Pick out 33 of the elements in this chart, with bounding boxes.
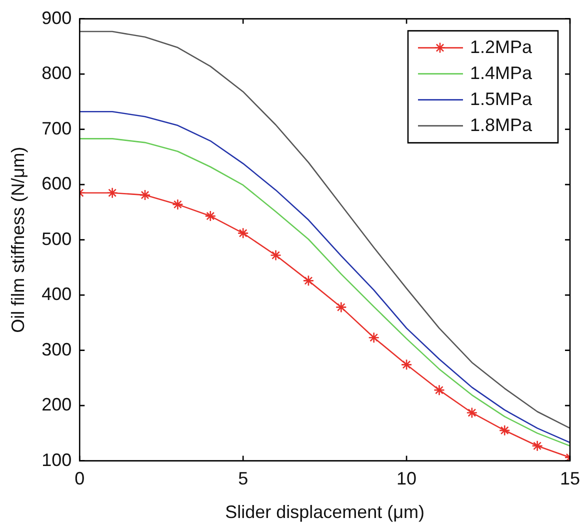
y-tick-label: 300 (42, 339, 72, 360)
legend-label: 1.5MPa (470, 88, 534, 109)
legend-label: 1.8MPa (470, 114, 534, 135)
y-tick-label: 200 (42, 394, 72, 415)
y-tick-label: 500 (42, 228, 72, 249)
x-tick-label: 0 (74, 468, 85, 489)
y-tick-label: 800 (42, 63, 72, 84)
point (498, 424, 510, 436)
point (302, 275, 314, 286)
point (532, 440, 543, 452)
point (270, 250, 282, 261)
point (139, 189, 151, 201)
x-tick-label: 5 (238, 468, 248, 489)
y-tick-label: 400 (42, 284, 72, 304)
point (237, 228, 249, 239)
point (336, 302, 347, 313)
y-tick-label: 600 (42, 174, 72, 194)
point (434, 384, 445, 396)
y-axis-title: Oil film stiffness (N/μm) (8, 146, 28, 333)
y-tick-label: 900 (42, 8, 72, 28)
x-tick-label: 10 (396, 468, 417, 489)
point (368, 332, 380, 344)
point (172, 198, 184, 210)
point (204, 210, 216, 222)
point (106, 187, 118, 198)
x-axis-title: Slider displacement (μm) (225, 502, 425, 522)
x-tick-label: 15 (560, 468, 580, 489)
y-tick-label: 700 (42, 118, 72, 138)
point (400, 359, 412, 370)
y-tick-label: 100 (42, 450, 72, 470)
point (466, 407, 478, 418)
legend-label: 1.4MPa (470, 62, 534, 83)
legend-label: 1.2MPa (470, 36, 534, 57)
